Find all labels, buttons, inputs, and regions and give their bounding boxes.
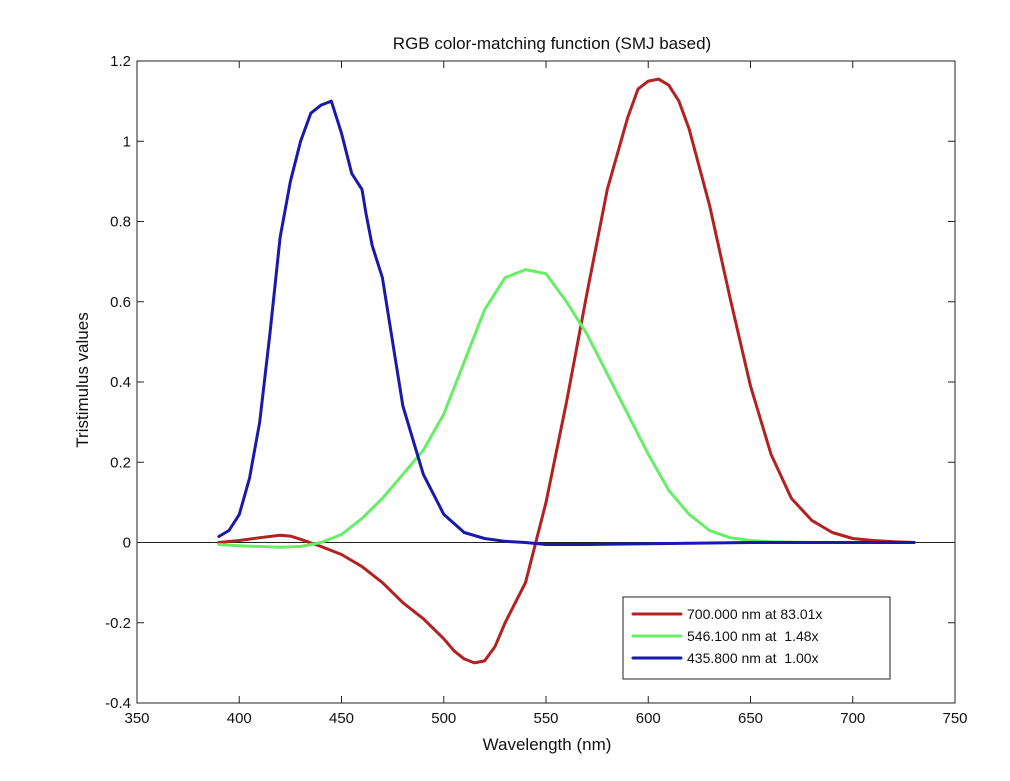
plot-area: 350 400 450 500 550 600 650 700 750 -0.4 -0.2 0 0.2 0… — [105, 53, 967, 727]
x-tick-label: 650 — [738, 710, 763, 727]
x-tick-label: 350 — [124, 710, 149, 727]
x-tick-label: 400 — [227, 710, 252, 727]
y-tick-label: 1 — [123, 133, 131, 150]
y-tick-label: -0.4 — [105, 695, 131, 712]
y-tick-label: 0.6 — [110, 294, 131, 311]
x-tick-label: 550 — [533, 710, 558, 727]
y-tick-label: 0 — [123, 535, 131, 552]
legend-label-1: 700.000 nm at 83.01x — [687, 606, 822, 622]
legend-box — [622, 596, 891, 680]
series-line-3 — [217, 99, 916, 546]
x-tick-label: 600 — [636, 710, 661, 727]
x-tick-label: 750 — [942, 710, 967, 727]
x-tick-label: 700 — [840, 710, 865, 727]
y-tick-label: 0.2 — [110, 454, 131, 471]
chart-title: RGB color-matching function (SMJ based) — [393, 34, 711, 53]
legend-label-2: 546.100 nm at 1.48x — [687, 628, 819, 644]
x-tick-label: 450 — [329, 710, 354, 727]
y-tick-label: 1.2 — [110, 53, 131, 70]
series-line-1 — [217, 77, 916, 665]
y-tick-label: 0.4 — [110, 374, 131, 391]
y-tick-label: -0.2 — [105, 615, 131, 632]
x-tick-label: 500 — [431, 710, 456, 727]
x-axis-label: Wavelength (nm) — [483, 735, 612, 754]
y-tick-label: 0.8 — [110, 214, 131, 231]
y-axis-label: Tristimulus values — [73, 312, 92, 447]
legend-label-3: 435.800 nm at 1.00x — [687, 650, 819, 666]
